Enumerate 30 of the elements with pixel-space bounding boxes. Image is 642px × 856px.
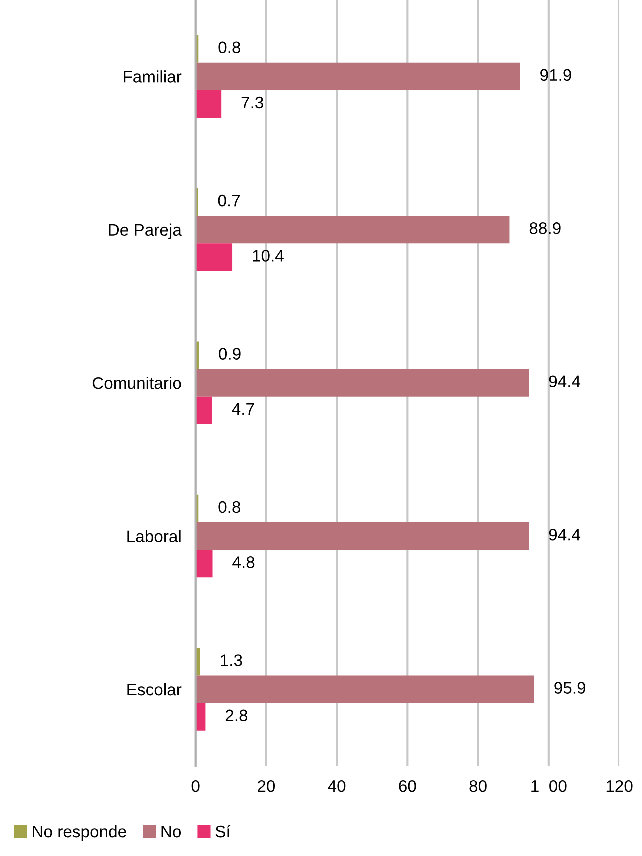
x-tick-label: 120 [606, 780, 633, 792]
data-label: 94.4 [549, 376, 581, 388]
x-tick-label: 20 [258, 780, 276, 792]
y-tick-label: De Pareja [109, 224, 182, 240]
data-label: 4.7 [232, 403, 254, 415]
y-tick-label: Comunitario [92, 377, 182, 390]
y-tick-label: Escolar [128, 683, 182, 696]
data-label: 2.8 [226, 710, 248, 722]
data-label: 7.3 [242, 96, 264, 109]
legend-label: Sí [216, 825, 231, 838]
data-label: 1.3 [221, 654, 242, 666]
x-tick-label: 1 00 [532, 780, 567, 792]
x-tick-label: 40 [328, 780, 346, 792]
data-label: 88.9 [530, 222, 561, 234]
data-label: 0.7 [218, 194, 240, 207]
y-tick-label: Laboral [128, 530, 181, 542]
x-tick-label: 80 [470, 780, 487, 792]
data-label: 0.8 [218, 42, 241, 54]
y-tick-label: Familiar [124, 70, 182, 83]
data-label: 94.4 [549, 528, 581, 541]
data-label: 95.9 [554, 682, 586, 694]
legend-label: No responde [33, 825, 126, 841]
data-label: 0.9 [219, 348, 241, 360]
data-label: 10.4 [253, 250, 284, 262]
legend-label: No [162, 826, 182, 838]
data-label: 0.8 [218, 501, 241, 514]
data-label: 91.9 [540, 69, 572, 82]
x-tick-label: 0 [192, 780, 200, 792]
data-label: 4.8 [232, 556, 255, 568]
x-tick-label: 60 [399, 780, 416, 792]
